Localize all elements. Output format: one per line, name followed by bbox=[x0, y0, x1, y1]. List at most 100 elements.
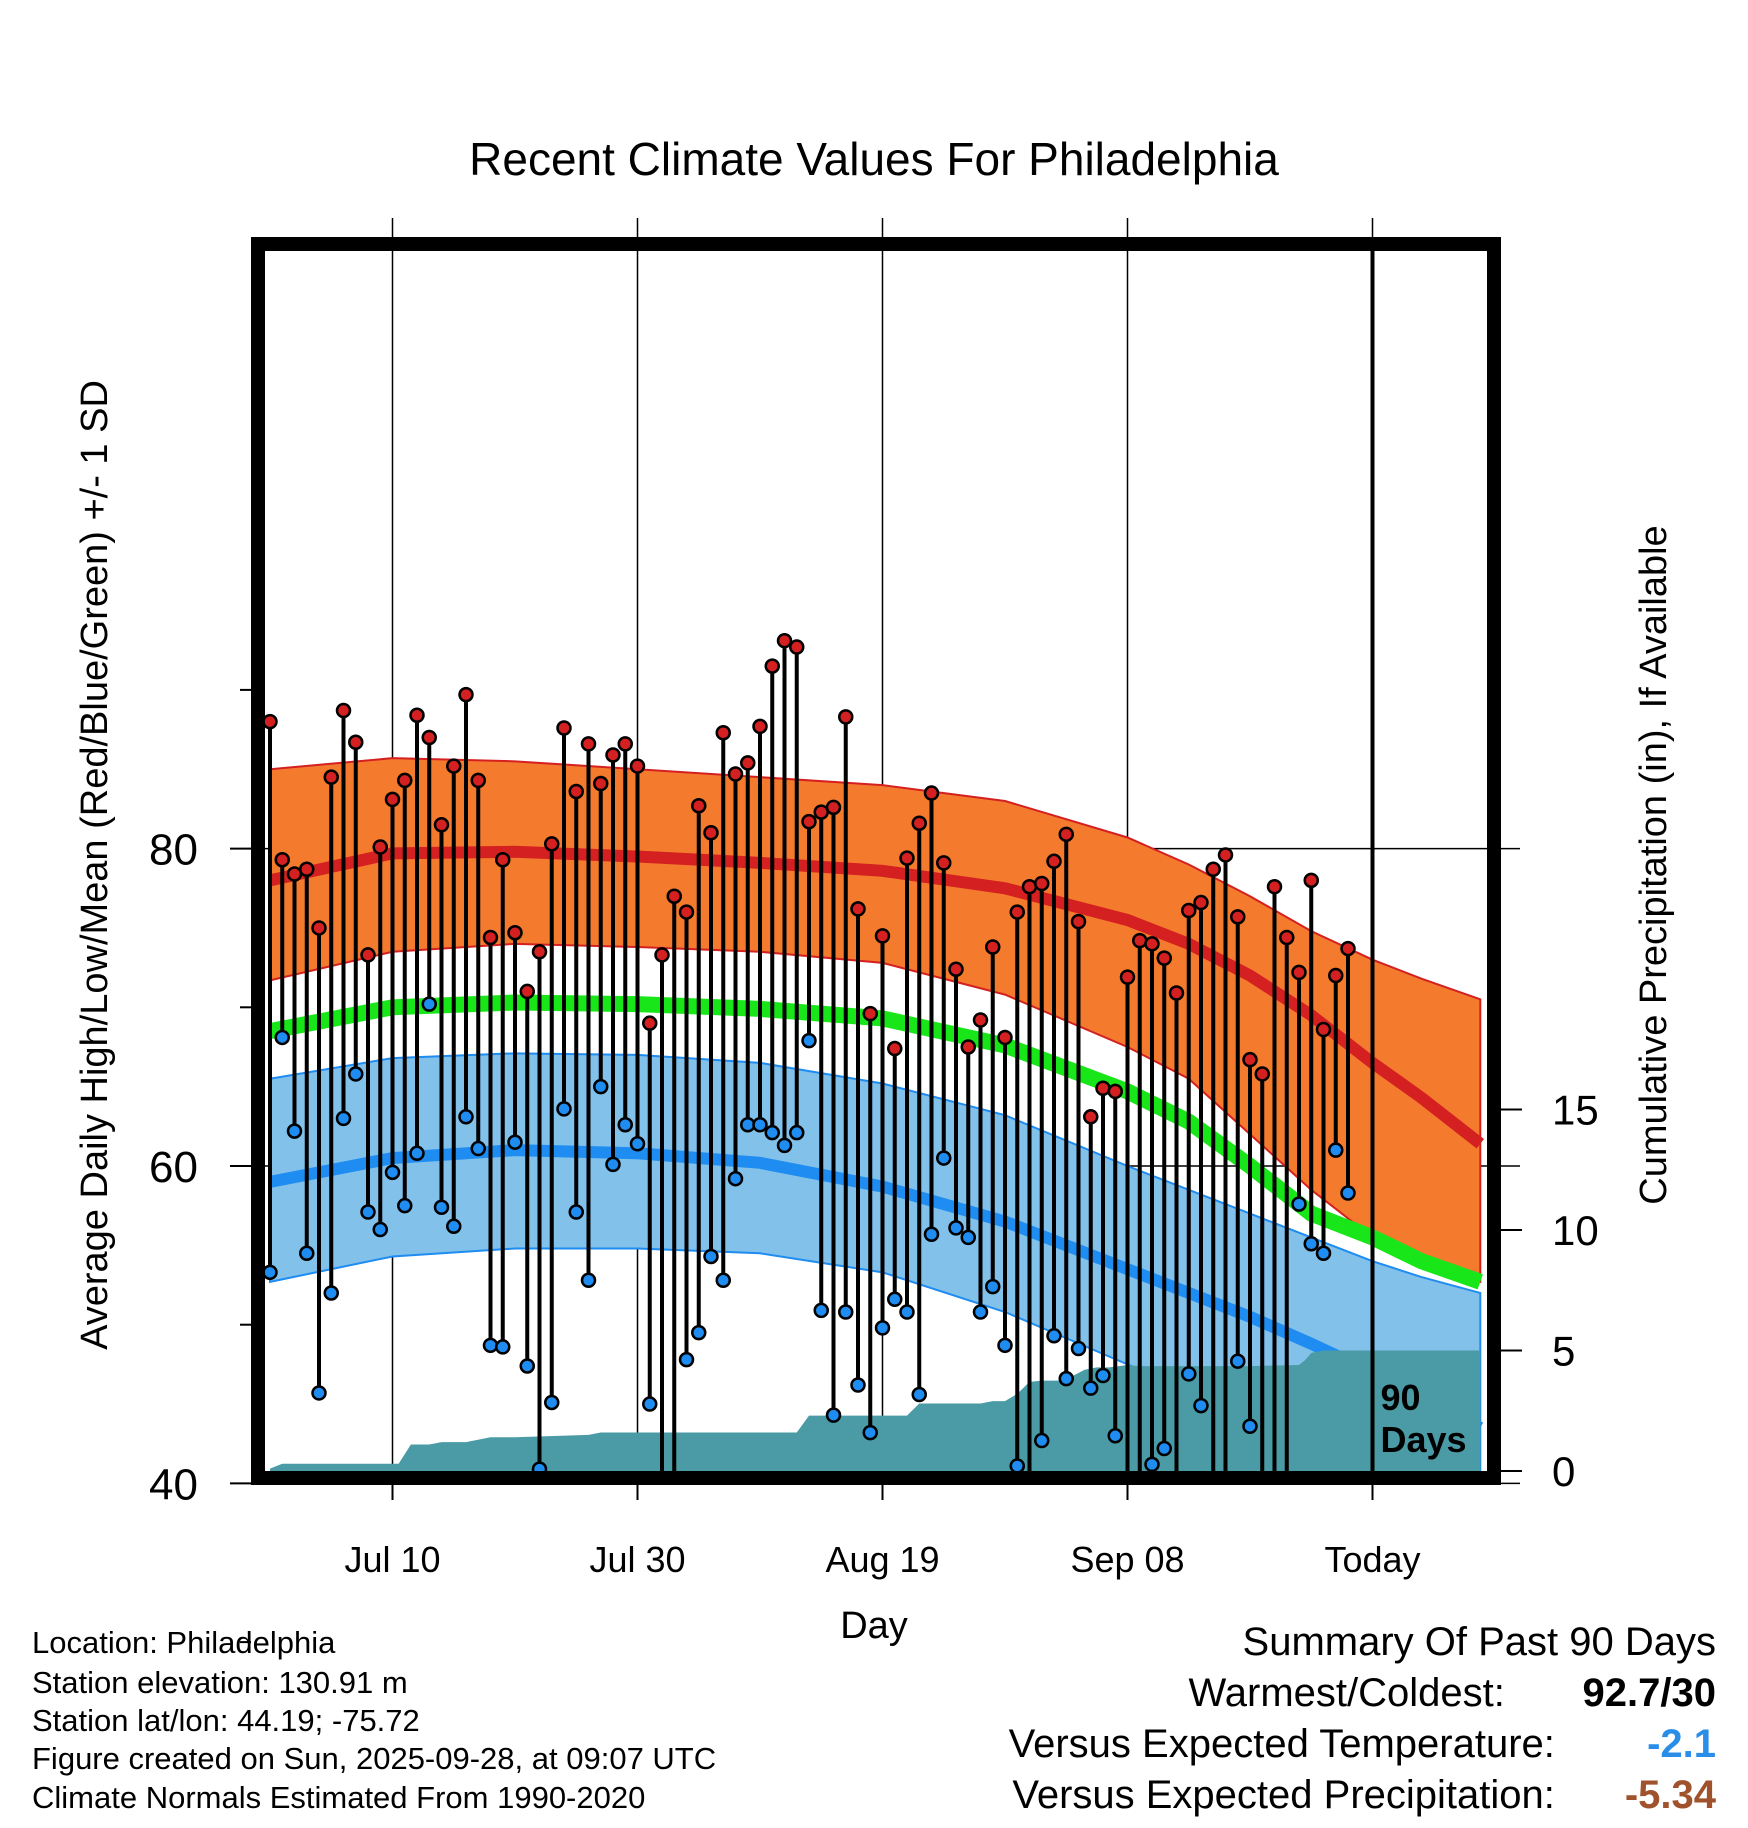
daily-high-point bbox=[1193, 894, 1209, 911]
x-tick-label: Jul 10 bbox=[344, 1539, 440, 1580]
daily-low-point bbox=[470, 1140, 486, 1157]
daily-high-point bbox=[580, 736, 597, 752]
y-axis-label-right: Cumulative Precipitation (in), If Availa… bbox=[1633, 525, 1675, 1204]
daily-low-point bbox=[985, 1278, 1001, 1295]
x-tick-label: Jul 30 bbox=[589, 1539, 685, 1580]
daily-high-point bbox=[531, 944, 548, 960]
precip-tick-label: 0 bbox=[1552, 1448, 1575, 1495]
daily-low-point bbox=[850, 1377, 866, 1393]
daily-low-point bbox=[642, 1396, 658, 1412]
daily-low-point bbox=[1156, 1440, 1172, 1457]
daily-low-point bbox=[789, 1124, 805, 1141]
daily-high-point bbox=[666, 888, 682, 904]
daily-low-point bbox=[764, 1124, 780, 1141]
y-tick-label: 40 bbox=[149, 1460, 198, 1509]
daily-high-point bbox=[850, 901, 866, 917]
daily-high-point bbox=[1095, 1080, 1111, 1096]
daily-low-point bbox=[1034, 1432, 1050, 1449]
daily-high-point bbox=[433, 817, 450, 833]
daily-low-point bbox=[1315, 1245, 1332, 1262]
daily-low-point bbox=[556, 1101, 572, 1117]
plot-frame bbox=[251, 237, 1501, 1485]
daily-low-point bbox=[605, 1156, 621, 1173]
daily-high-point bbox=[1034, 875, 1050, 892]
daily-low-point bbox=[286, 1123, 303, 1139]
daily-high-point bbox=[323, 769, 339, 785]
daily-low-point bbox=[1340, 1185, 1356, 1201]
daily-high-point bbox=[923, 785, 940, 801]
daily-high-point bbox=[507, 924, 523, 941]
daily-high-point bbox=[482, 929, 499, 946]
daily-low-point bbox=[421, 996, 437, 1012]
daily-high-point bbox=[838, 709, 854, 725]
daily-low-point bbox=[1083, 1380, 1099, 1396]
daily-low-point bbox=[1303, 1236, 1319, 1252]
summary-row-warmest: Warmest/Coldest: 92.7/30 bbox=[1189, 1673, 1717, 1713]
daily-low-point bbox=[1095, 1367, 1111, 1384]
daily-low-point bbox=[1242, 1418, 1258, 1435]
daily-high-point bbox=[1083, 1109, 1099, 1125]
daily-high-point bbox=[1266, 878, 1283, 895]
daily-high-point bbox=[801, 813, 817, 830]
daily-high-point bbox=[519, 983, 535, 1000]
daily-high-point bbox=[1205, 861, 1221, 877]
daily-low-point bbox=[1058, 1370, 1074, 1387]
daily-low-point bbox=[323, 1285, 339, 1301]
daily-low-point bbox=[948, 1220, 964, 1236]
daily-high-point bbox=[911, 815, 927, 831]
daily-high-point bbox=[409, 707, 425, 724]
summary-temp-value: -2.1 bbox=[1647, 1722, 1716, 1766]
daily-high-point bbox=[384, 791, 401, 808]
axes: Jul 10 Jul 30 Aug 19 Sep 08 Today 40 60 80 0 5 10 1… bbox=[149, 237, 1599, 1644]
daily-low-point bbox=[911, 1386, 927, 1403]
daily-high-point bbox=[544, 836, 560, 852]
daily-high-point bbox=[1009, 904, 1025, 920]
daily-low-point bbox=[629, 1136, 646, 1152]
daily-low-point bbox=[703, 1248, 719, 1265]
precip-tick-label: 15 bbox=[1552, 1087, 1599, 1134]
daily-low-point bbox=[544, 1394, 560, 1411]
daily-low-point bbox=[299, 1245, 315, 1262]
x-axis-label: Day bbox=[840, 1605, 908, 1647]
daily-low-point bbox=[1181, 1366, 1197, 1382]
daily-high-point bbox=[1021, 878, 1038, 895]
daily-high-point bbox=[360, 947, 376, 963]
daily-low-point bbox=[813, 1302, 829, 1319]
daily-high-point bbox=[593, 775, 609, 792]
info-normals-period: Climate Normals Estimated From 1990-2020 bbox=[32, 1780, 646, 1815]
daily-low-point bbox=[433, 1199, 450, 1216]
daily-high-point bbox=[936, 855, 952, 871]
daily-low-point bbox=[960, 1229, 976, 1246]
daily-low-point bbox=[776, 1137, 793, 1154]
today-days-label-line: 90 bbox=[1381, 1377, 1421, 1418]
daily-high-point bbox=[495, 851, 511, 868]
daily-low-point bbox=[384, 1164, 401, 1181]
daily-high-point bbox=[703, 824, 719, 841]
daily-high-point bbox=[887, 1040, 903, 1057]
daily-low-point bbox=[752, 1116, 768, 1133]
daily-low-point bbox=[1219, 1494, 1232, 1507]
daily-high-point bbox=[470, 772, 486, 789]
daily-high-point bbox=[1230, 909, 1246, 925]
today-days-label-line: Days bbox=[1381, 1419, 1467, 1460]
daily-low-point bbox=[715, 1272, 731, 1289]
daily-high-point bbox=[1303, 872, 1319, 889]
daily-low-point bbox=[1256, 1545, 1269, 1558]
daily-high-point bbox=[776, 632, 793, 649]
daily-high-point bbox=[789, 639, 805, 655]
daily-high-point bbox=[421, 729, 437, 746]
daily-low-point bbox=[1207, 1512, 1220, 1525]
precip-tick-label: 10 bbox=[1552, 1207, 1599, 1254]
daily-low-point bbox=[656, 1488, 669, 1501]
y-axis-label-left: Average Daily High/Low/Mean (Red/Blue/Gr… bbox=[74, 380, 116, 1350]
precip-area bbox=[270, 1350, 1481, 1471]
daily-high-point bbox=[372, 839, 388, 855]
info-location: Location: Philadelphia bbox=[32, 1625, 336, 1660]
daily-low-point bbox=[691, 1324, 707, 1341]
daily-high-point bbox=[556, 720, 572, 736]
daily-high-point bbox=[1315, 1021, 1332, 1038]
x-tick-label: Aug 19 bbox=[825, 1539, 939, 1580]
daily-high-point bbox=[1119, 969, 1136, 985]
summary-temp-label: Versus Expected Temperature: bbox=[1008, 1722, 1555, 1766]
daily-high-point bbox=[972, 1012, 989, 1028]
